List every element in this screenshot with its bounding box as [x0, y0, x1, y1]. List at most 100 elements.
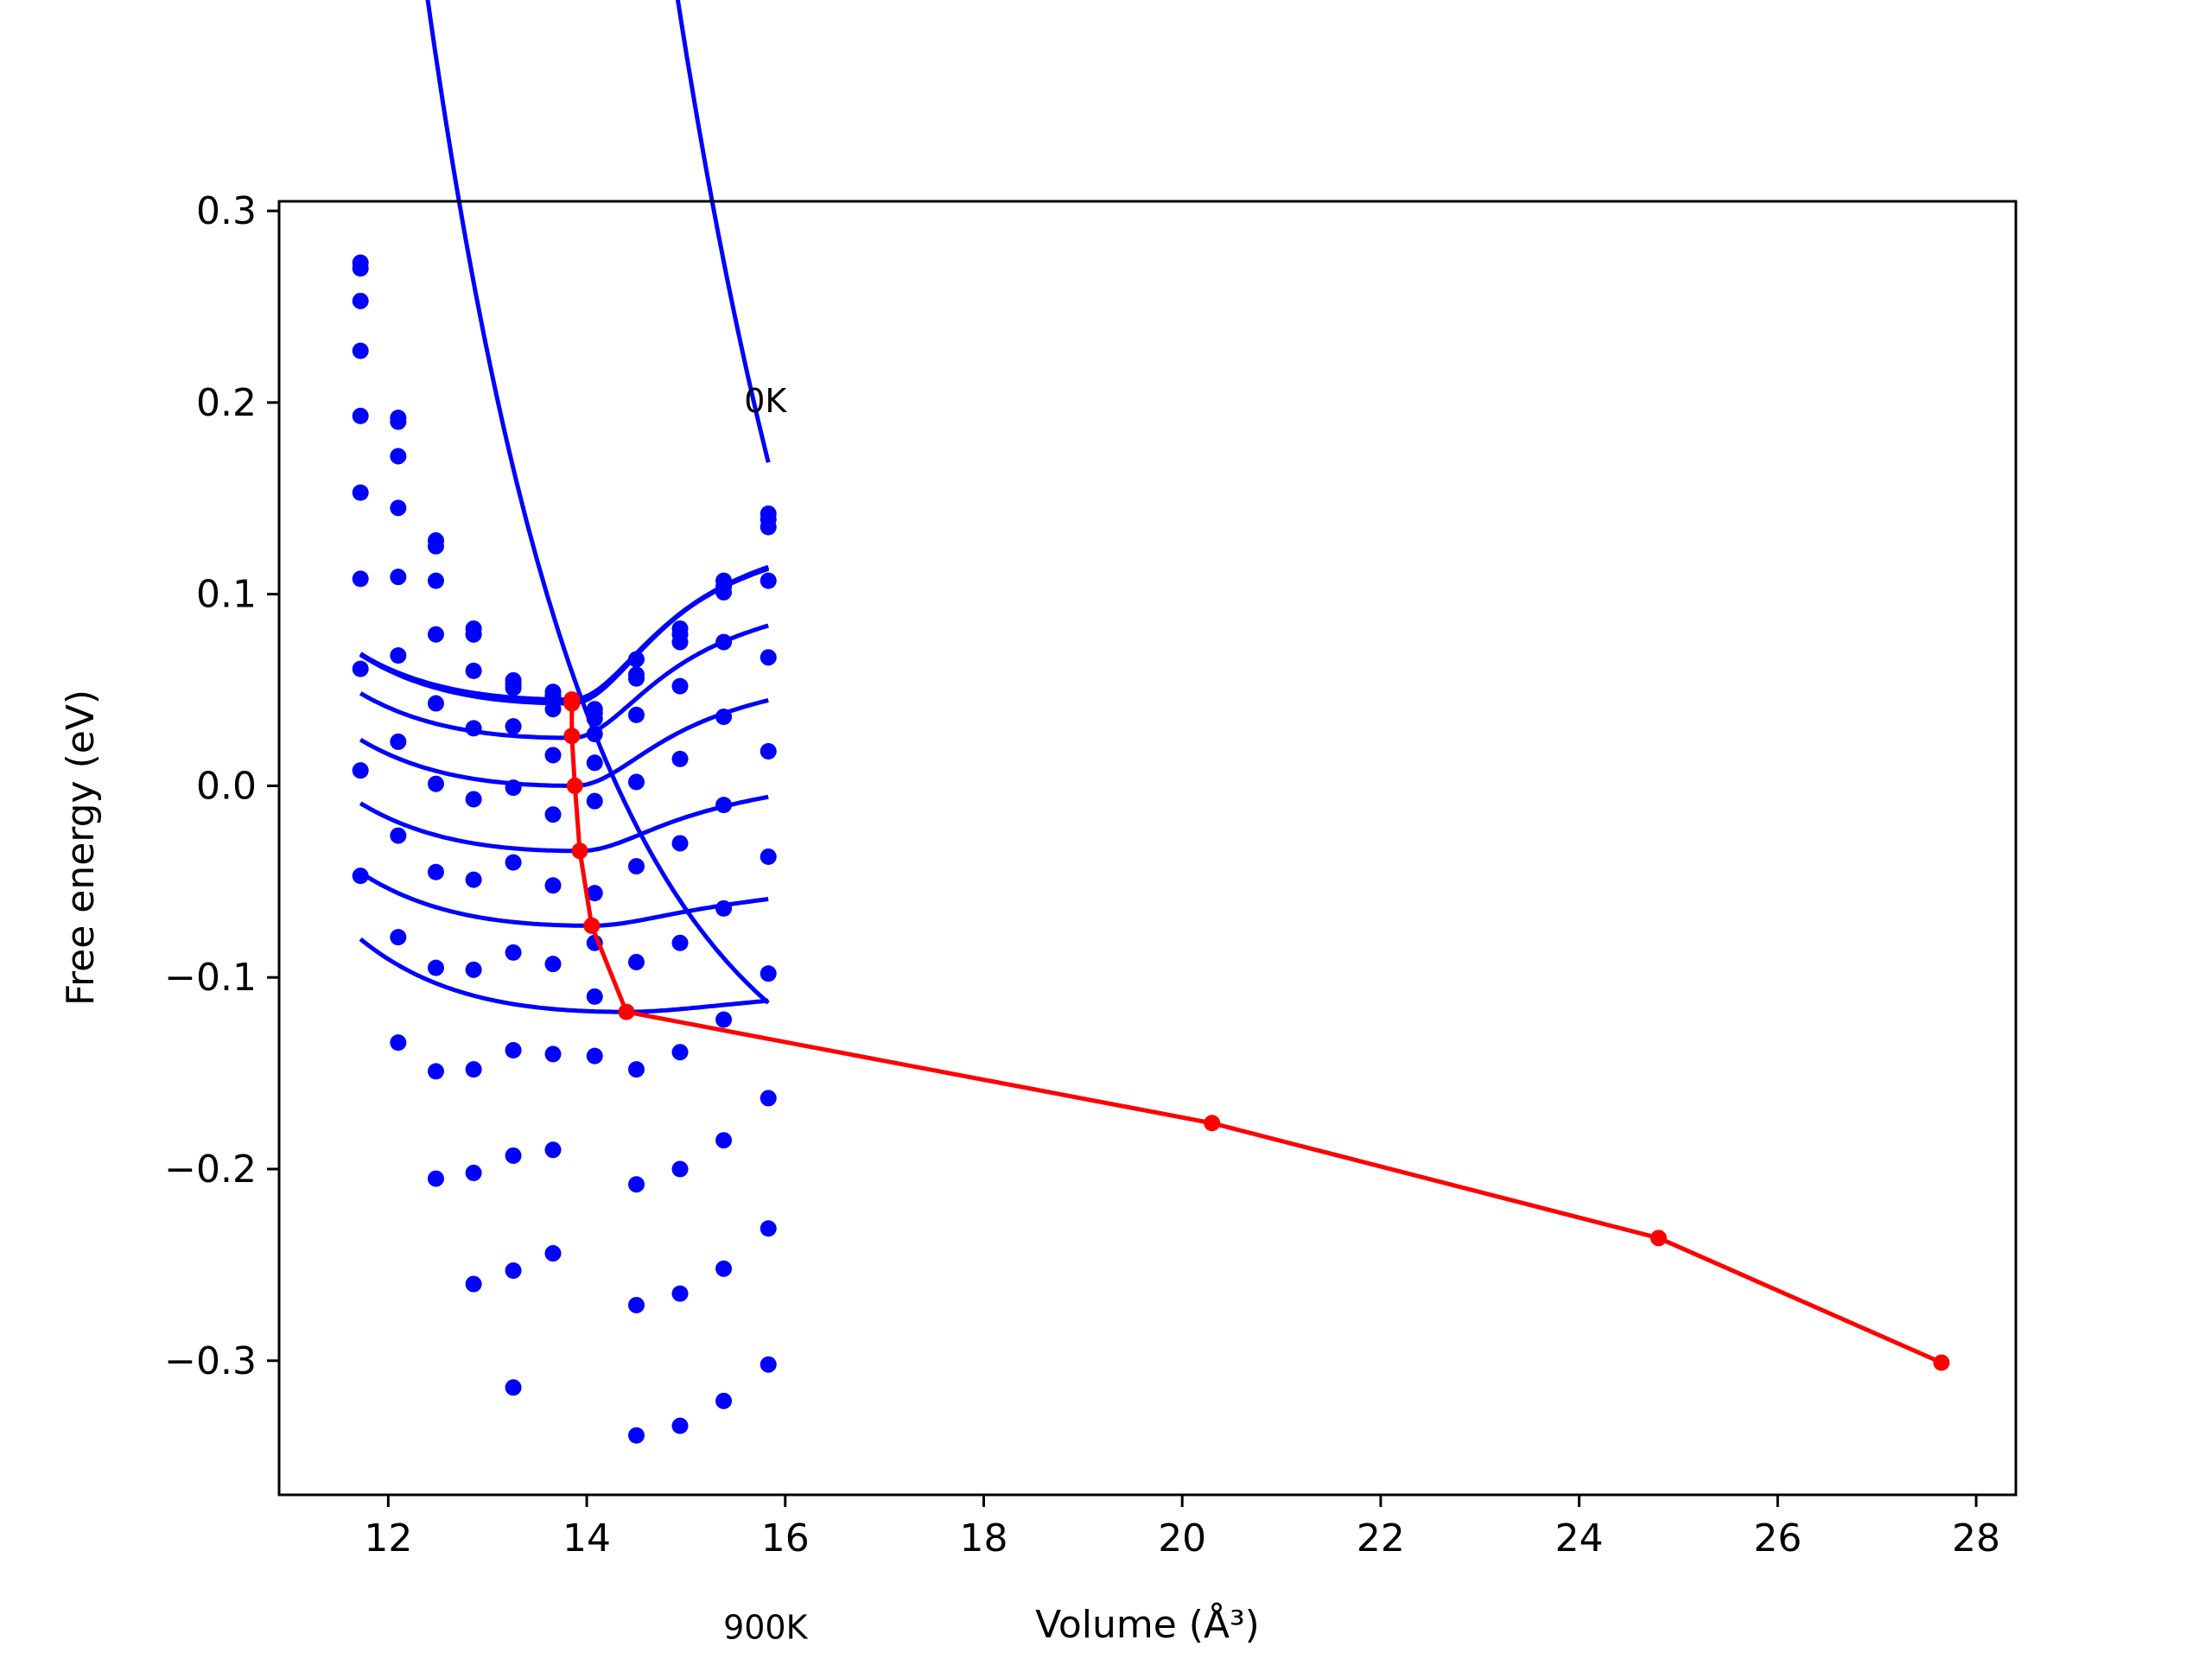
data-point — [586, 754, 603, 772]
data-point — [715, 797, 733, 814]
data-point — [352, 570, 369, 588]
x-tick-label: 24 — [1555, 1516, 1604, 1560]
data-point — [465, 1275, 482, 1293]
fit-curve-7 — [359, 870, 769, 928]
data-point — [586, 792, 603, 810]
data-point — [760, 1220, 777, 1237]
data-point — [352, 868, 369, 885]
data-point — [627, 773, 645, 791]
plot-frame — [277, 200, 2018, 1497]
fit-curve-5 — [359, 697, 769, 788]
minimum-point — [1650, 1230, 1668, 1247]
minimum-path-line — [569, 699, 1942, 1365]
data-point — [352, 660, 369, 677]
data-point — [671, 1285, 689, 1302]
data-point — [544, 747, 562, 764]
data-point — [627, 651, 645, 668]
y-axis: 0.3 0.2 0.1 0.0 −0.1 −0.2 −0.3 — [164, 189, 279, 1383]
y-axis-label: Free energy (eV) — [59, 690, 103, 1006]
plot-marks — [352, 0, 1950, 1444]
data-point — [627, 706, 645, 723]
minimum-point — [563, 695, 581, 712]
data-point — [627, 1427, 645, 1444]
data-point — [760, 848, 777, 865]
data-point — [627, 1296, 645, 1313]
data-point — [586, 885, 603, 902]
data-point — [586, 726, 603, 743]
data-point — [427, 537, 444, 555]
annotation-label: 0K — [744, 382, 787, 420]
data-point — [505, 679, 522, 696]
y-tick-label: 0.1 — [196, 573, 257, 617]
data-point — [715, 899, 733, 917]
x-tick-label: 20 — [1158, 1516, 1206, 1560]
y-tick-label: 0.2 — [196, 381, 257, 425]
data-point — [352, 407, 369, 424]
data-point — [544, 806, 562, 823]
fit-curve-8 — [359, 937, 769, 1014]
data-point — [715, 1011, 733, 1028]
data-point — [627, 670, 645, 687]
data-point — [465, 961, 482, 978]
data-point — [427, 775, 444, 792]
fit-curve-10 — [675, 0, 771, 463]
data-point — [505, 1379, 522, 1396]
data-point — [760, 743, 777, 760]
data-point — [465, 1164, 482, 1181]
data-point — [465, 1061, 482, 1078]
data-point — [760, 518, 777, 536]
data-point — [544, 1046, 562, 1063]
data-point — [760, 1356, 777, 1373]
data-point — [671, 633, 689, 651]
minimum-point — [618, 1003, 635, 1020]
data-point — [465, 662, 482, 679]
data-point — [715, 1132, 733, 1149]
data-point — [544, 687, 562, 704]
data-point — [465, 626, 482, 643]
data-point — [671, 1417, 689, 1434]
x-tick-label: 28 — [1952, 1516, 2000, 1560]
data-point — [465, 791, 482, 808]
data-point — [671, 835, 689, 852]
data-point — [465, 871, 482, 888]
data-point — [671, 1160, 689, 1178]
data-point — [390, 569, 407, 586]
data-point — [390, 647, 407, 664]
minimum-point — [563, 728, 581, 745]
x-tick-label: 26 — [1753, 1516, 1802, 1560]
annotation-label: 900K — [723, 1608, 809, 1646]
data-point — [715, 1392, 733, 1409]
data-point — [715, 1260, 733, 1277]
data-point — [505, 1147, 522, 1164]
data-point — [627, 1176, 645, 1193]
data-point — [544, 877, 562, 894]
data-point — [715, 583, 733, 601]
data-point — [427, 1063, 444, 1080]
data-point — [671, 677, 689, 695]
data-point — [505, 718, 522, 735]
data-point — [715, 633, 733, 651]
y-tick-label: −0.2 — [164, 1147, 257, 1192]
data-point — [390, 827, 407, 844]
x-tick-label: 16 — [761, 1516, 810, 1560]
data-point — [627, 1061, 645, 1078]
minimum-point — [566, 777, 583, 794]
data-point — [427, 863, 444, 880]
data-point — [427, 572, 444, 589]
minimum-point — [583, 917, 601, 934]
data-point — [505, 779, 522, 797]
data-point — [505, 854, 522, 871]
x-tick-label: 22 — [1357, 1516, 1405, 1560]
data-point — [627, 858, 645, 875]
data-point — [390, 1034, 407, 1052]
fit-curve-3 — [359, 566, 770, 702]
minimum-point — [1204, 1115, 1221, 1132]
fit-curve-9 — [425, 0, 770, 1005]
data-point — [427, 959, 444, 976]
data-point — [760, 649, 777, 666]
data-point — [427, 695, 444, 712]
data-point — [390, 929, 407, 946]
data-point — [390, 448, 407, 465]
data-point — [352, 484, 369, 501]
